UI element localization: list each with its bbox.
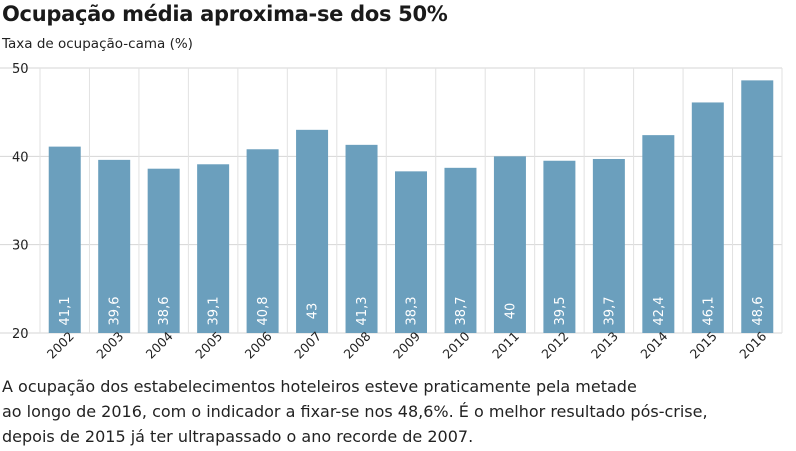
bar-value-label: 40 [503, 303, 518, 320]
y-tick-label: 20 [12, 327, 29, 342]
bar-value-label: 43 [306, 303, 321, 320]
bar [395, 171, 427, 333]
bar [147, 168, 180, 333]
bar-value-label: 40,8 [256, 297, 271, 326]
bar [296, 129, 329, 333]
bar [543, 160, 576, 333]
bar [592, 158, 625, 333]
bar [493, 156, 526, 333]
bar-value-label: 39,6 [108, 297, 123, 326]
bar [444, 167, 477, 333]
y-tick-label: 30 [12, 239, 29, 254]
bar-value-label: 39,7 [602, 297, 617, 326]
bar-value-label: 48,6 [751, 297, 766, 326]
bar [48, 146, 81, 333]
bar-value-label: 39,5 [553, 297, 568, 326]
bar-chart: 41,1 39,6 38,6 39,1 40,8 43 41,3 38,3 38,7 40 39,5… [0, 62, 783, 362]
bar-value-label: 46,1 [701, 297, 716, 326]
caption-line: depois de 2015 já ter ultrapassado o ano… [2, 427, 474, 446]
chart-title: Ocupação média aproxima-se dos 50% [2, 2, 448, 26]
bar-value-label: 42,4 [652, 297, 667, 326]
y-tick-label: 40 [12, 150, 29, 165]
bar-value-label: 39,1 [207, 297, 222, 326]
bar [691, 102, 724, 333]
caption-line: A ocupação dos estabelecimentos hoteleir… [2, 377, 637, 396]
bar [741, 80, 774, 333]
bar-value-label: 38,3 [405, 297, 420, 326]
bar [246, 149, 279, 333]
bar [98, 159, 131, 333]
chart-subtitle: Taxa de ocupação-cama (%) [2, 36, 193, 52]
bar [197, 164, 230, 333]
bar [345, 144, 378, 333]
bar-value-label: 41,1 [58, 297, 73, 326]
bar-value-label: 38,7 [454, 297, 469, 326]
caption-line: ao longo de 2016, com o indicador a fixa… [2, 402, 708, 421]
bar-value-label: 38,6 [157, 297, 172, 326]
y-tick-label: 50 [12, 62, 29, 77]
bar [642, 135, 675, 333]
chart-caption: A ocupação dos estabelecimentos hoteleir… [2, 374, 794, 449]
bar-value-label: 41,3 [355, 297, 370, 326]
